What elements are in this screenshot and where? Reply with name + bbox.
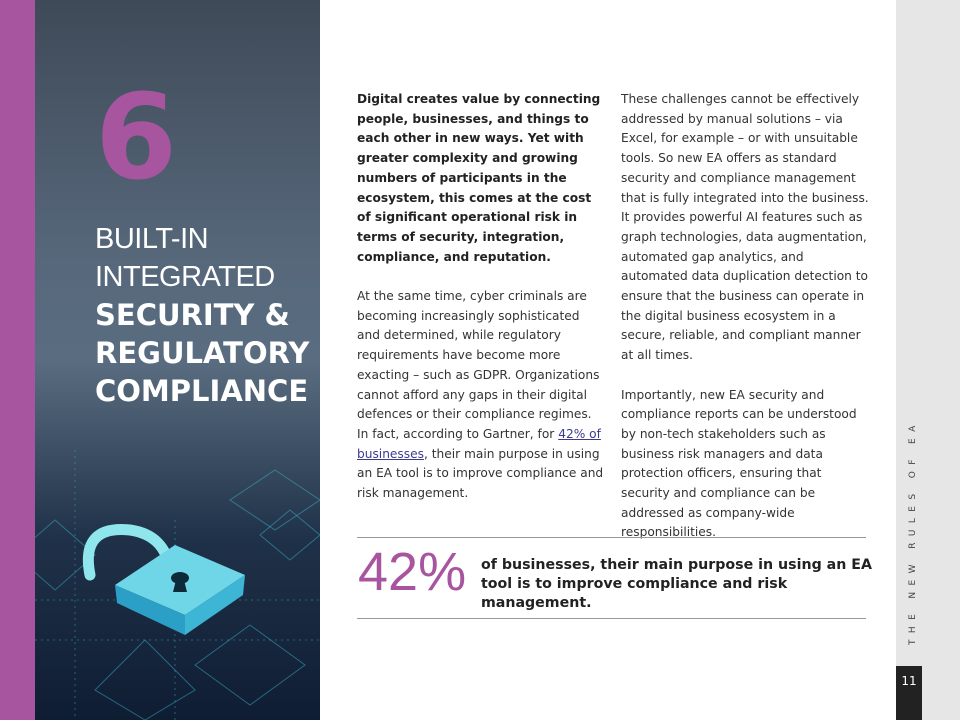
callout-text: of businesses, their main purpose in usi…	[481, 557, 872, 611]
paragraph: These challenges cannot be effectively a…	[621, 92, 869, 363]
sidebar	[896, 0, 960, 720]
lock-illustration	[14, 450, 321, 721]
heading-line: SECURITY &	[95, 298, 290, 332]
paragraph: At the same time, cyber criminals are be…	[357, 287, 605, 504]
heading-line: INTEGRATED	[95, 261, 275, 293]
page-number: 11	[896, 666, 922, 720]
image-panel	[14, 0, 321, 721]
intro-paragraph: Digital creates value by connecting peop…	[357, 92, 601, 264]
text-column: Digital creates value by connecting peop…	[357, 90, 605, 523]
link[interactable]: 42% of businesses	[357, 426, 601, 461]
heading-line: BUILT-IN	[95, 223, 209, 255]
divider	[357, 618, 866, 619]
running-title: THE NEW RULES OF EA	[908, 419, 918, 645]
chapter-number: 6	[95, 68, 178, 206]
heading-line: COMPLIANCE	[95, 374, 309, 408]
heading-line: REGULATORY	[95, 336, 310, 370]
paragraph: Importantly, new EA security and complia…	[621, 387, 857, 540]
chapter-heading: BUILT-IN INTEGRATED SECURITY & REGULATOR…	[95, 220, 309, 410]
text: At the same time, cyber criminals are be…	[357, 289, 600, 441]
text-column: These challenges cannot be effectively a…	[621, 90, 869, 563]
callout-figure: 42%	[358, 542, 467, 602]
accent-strip	[0, 0, 35, 720]
divider	[357, 537, 866, 538]
text: , their main purpose in using an EA tool…	[357, 446, 604, 501]
